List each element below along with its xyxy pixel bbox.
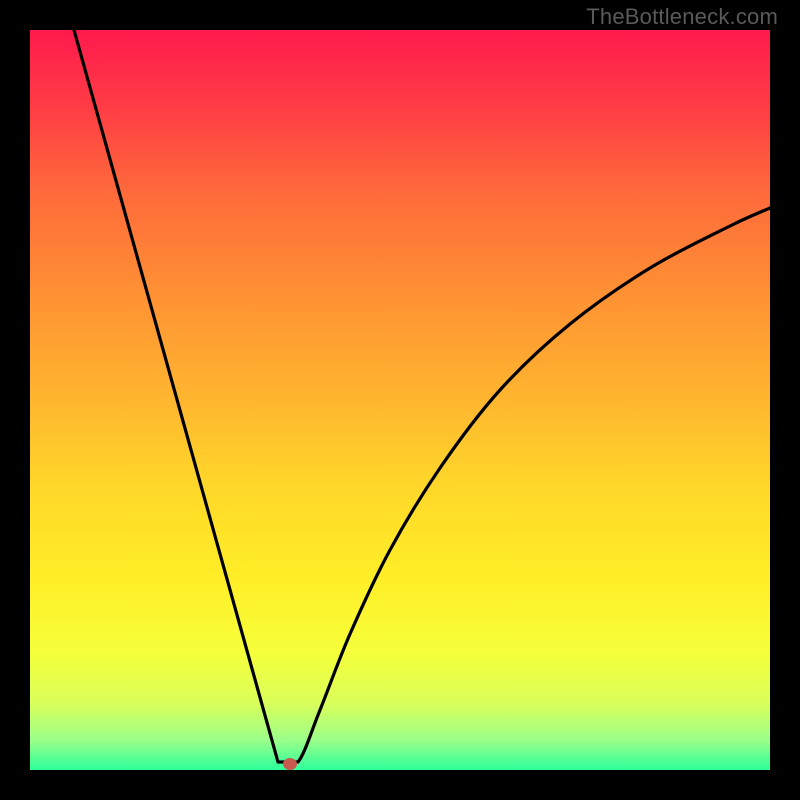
bottleneck-curve xyxy=(30,30,770,770)
valley-marker-dot xyxy=(283,758,297,770)
plot-area xyxy=(30,30,770,770)
chart-frame: TheBottleneck.com xyxy=(0,0,800,800)
watermark-text: TheBottleneck.com xyxy=(586,4,778,30)
